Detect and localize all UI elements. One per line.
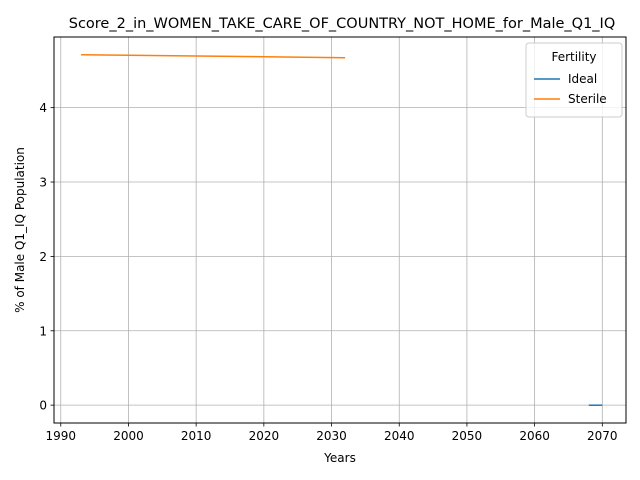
series-lines <box>81 54 603 406</box>
legend-entry-ideal: Ideal <box>568 72 597 86</box>
x-tick-label: 1990 <box>45 429 76 443</box>
chart-title: Score_2_in_WOMEN_TAKE_CARE_OF_COUNTRY_NO… <box>69 16 616 32</box>
plot-area-frame <box>53 36 627 424</box>
y-tick-label: 0 <box>39 399 47 413</box>
y-axis-label: % of Male Q1_IQ Population <box>13 147 27 313</box>
legend-title: Fertility <box>551 50 596 64</box>
y-tick-label: 2 <box>39 250 47 264</box>
x-tick-label: 2000 <box>113 429 144 443</box>
y-tick-label: 1 <box>39 324 47 338</box>
x-tick-label: 2070 <box>587 429 618 443</box>
x-axis-label: Years <box>323 451 356 465</box>
x-tick-label: 2030 <box>316 429 347 443</box>
axis-ticks: 1990 2000 2010 2020 2030 2040 2050 2060 2070 0 1 2 3… <box>39 101 617 443</box>
x-tick-label: 2040 <box>384 429 415 443</box>
y-tick-label: 3 <box>39 176 47 190</box>
legend-entry-sterile: Sterile <box>568 92 607 106</box>
x-tick-label: 2010 <box>181 429 212 443</box>
x-tick-label: 2020 <box>249 429 280 443</box>
legend: Fertility Ideal Sterile <box>525 42 623 118</box>
y-tick-label: 4 <box>39 101 47 115</box>
x-tick-label: 2050 <box>452 429 483 443</box>
x-tick-label: 2060 <box>519 429 550 443</box>
series-line-sterile <box>81 54 346 59</box>
